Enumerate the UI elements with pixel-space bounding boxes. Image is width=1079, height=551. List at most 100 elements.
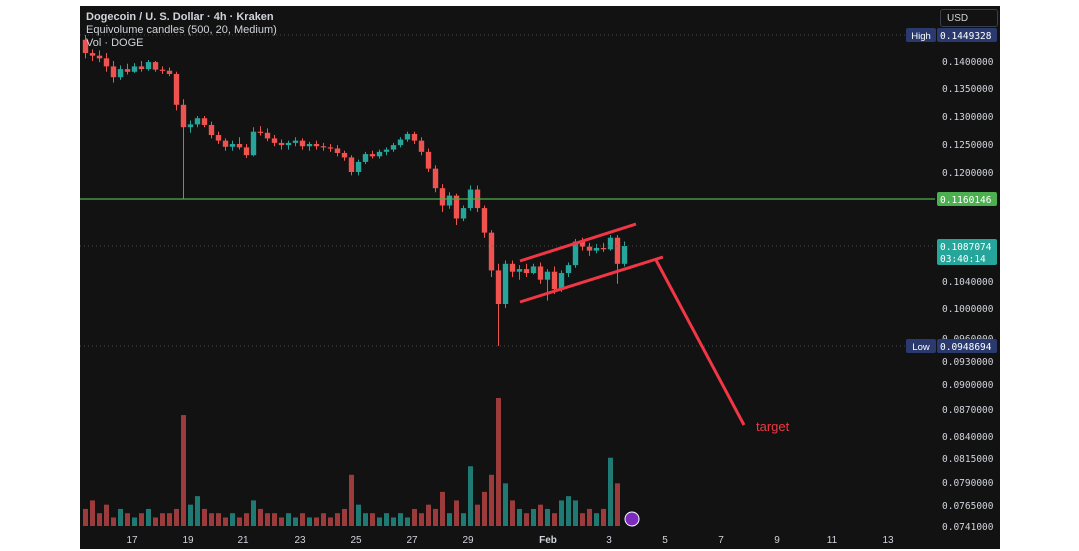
candle-body: [299, 140, 306, 147]
volume-bar: [405, 517, 410, 526]
candle-body: [411, 133, 418, 141]
volume-bar: [195, 496, 200, 526]
volume-bar: [468, 466, 473, 526]
volume-bar: [433, 508, 438, 526]
high-label: High: [911, 31, 931, 42]
volume-bar: [125, 513, 130, 526]
candle-body: [425, 151, 432, 169]
price-tick-label: 0.0900000: [942, 380, 994, 391]
candle-body: [579, 241, 586, 247]
volume-bar: [230, 513, 235, 526]
candle-body: [236, 144, 243, 148]
candle-body: [257, 131, 264, 133]
candle-body: [215, 135, 222, 141]
volume-bar: [188, 504, 193, 526]
current-price-value: 0.1087074: [940, 242, 992, 253]
price-tick-label: 0.1300000: [942, 112, 994, 123]
volume-bar: [412, 508, 417, 526]
channel-upper-line: [519, 222, 637, 263]
price-tick-label: 0.1000000: [942, 304, 994, 315]
volume-bar: [328, 517, 333, 526]
time-tick-label: 3: [606, 535, 612, 546]
volume-bar: [482, 491, 487, 526]
candle-body: [180, 104, 187, 128]
volume-bar: [566, 496, 571, 526]
chart-canvas[interactable]: target 0.1400000 0.1350000 0.1300000 0.1250…: [80, 6, 1000, 549]
volume-bar: [265, 513, 270, 526]
candle-body: [320, 146, 327, 148]
volume-bar: [216, 513, 221, 526]
candle-body: [208, 124, 215, 136]
volume-bar: [580, 513, 585, 526]
indicator-legend[interactable]: Equivolume candles (500, 20, Medium): [86, 24, 277, 36]
volume-bar: [447, 513, 452, 526]
volume-bar: [510, 500, 515, 526]
drawing-layer[interactable]: target: [519, 222, 790, 527]
candle-body: [131, 66, 138, 72]
price-tick-label: 0.0870000: [942, 405, 994, 416]
candle-body: [502, 263, 509, 304]
volume-bar: [293, 517, 298, 526]
candle-body: [278, 142, 285, 146]
price-tick-label: 0.0765000: [942, 501, 994, 512]
time-tick-label: 7: [718, 535, 724, 546]
currency-button[interactable]: USD: [940, 9, 998, 27]
volume-bar: [160, 513, 165, 526]
candle-body: [600, 247, 607, 250]
candle-body: [145, 62, 152, 70]
candle-body: [355, 161, 362, 172]
candle-body: [103, 58, 110, 67]
volume-bar: [279, 517, 284, 526]
time-tick-label: Feb: [539, 535, 557, 546]
volume-bar: [601, 508, 606, 526]
candle-body: [460, 208, 467, 219]
volume-bar: [384, 513, 389, 526]
candle-body: [159, 69, 166, 71]
volume-bar: [300, 513, 305, 526]
price-tick-label: 0.1350000: [942, 84, 994, 95]
chart-panel[interactable]: target 0.1400000 0.1350000 0.1300000 0.1250…: [80, 6, 1000, 549]
volume-bar: [104, 504, 109, 526]
time-tick-label: 29: [462, 535, 474, 546]
volume-bar: [573, 500, 578, 526]
volume-bar: [314, 517, 319, 526]
volume-bar: [363, 513, 368, 526]
time-tick-label: 27: [406, 535, 418, 546]
candle-body: [432, 168, 439, 189]
candle-body: [138, 66, 145, 70]
candle-body: [327, 147, 334, 149]
volume-bar: [237, 517, 242, 526]
volume-bar: [335, 513, 340, 526]
volume-bar: [531, 508, 536, 526]
price-tick-label: 0.1250000: [942, 140, 994, 151]
volume-bar: [181, 415, 186, 526]
candle-body: [285, 142, 292, 146]
candle-body: [565, 265, 572, 274]
price-axis[interactable]: 0.1400000 0.1350000 0.1300000 0.1250000 0.12…: [906, 28, 997, 533]
symbol-title[interactable]: Dogecoin / U. S. Dollar · 4h · Kraken: [86, 11, 274, 23]
volume-bar: [370, 513, 375, 526]
candle-body: [96, 55, 103, 59]
candle-body: [509, 263, 516, 272]
event-badge-icon[interactable]: [624, 511, 640, 527]
time-tick-label: 23: [294, 535, 306, 546]
volume-bar: [139, 513, 144, 526]
volume-bar: [594, 513, 599, 526]
volume-bar: [83, 508, 88, 526]
time-axis[interactable]: 17 19 21 23 25 27 29 Feb 3 5 7 9 11 13: [126, 535, 894, 546]
candle-body: [376, 151, 383, 157]
time-tick-label: 19: [182, 535, 194, 546]
candle-body: [390, 145, 397, 150]
price-tick-label: 0.0930000: [942, 357, 994, 368]
candle-body: [89, 53, 96, 56]
candle-body: [124, 69, 131, 72]
volume-legend[interactable]: Vol · DOGE: [86, 37, 144, 49]
candle-body: [313, 144, 320, 147]
volume-bar: [503, 483, 508, 526]
candle-body: [544, 271, 551, 280]
volume-bar: [377, 517, 382, 526]
price-lines-layer: [80, 34, 935, 347]
candle-body: [341, 152, 348, 158]
candle-body: [439, 188, 446, 206]
volume-bar: [419, 513, 424, 526]
